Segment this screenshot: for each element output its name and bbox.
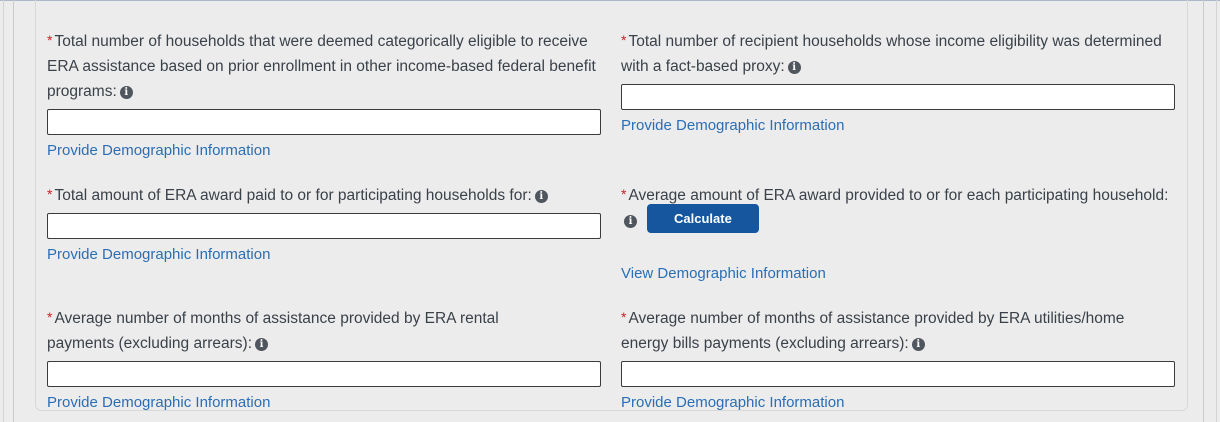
categorically-eligible-input[interactable]	[47, 109, 601, 135]
calculate-button[interactable]: Calculate	[647, 204, 759, 234]
info-icon[interactable]: i	[911, 338, 925, 352]
provide-demographic-link[interactable]: Provide Demographic Information	[47, 246, 271, 263]
field-months-utilities: * Average number of months of assistance …	[621, 305, 1175, 412]
form-grid: * Total number of households that were de…	[47, 28, 1175, 412]
page-top-divider	[0, 0, 1220, 1]
months-utilities-input[interactable]	[621, 361, 1175, 388]
provide-demographic-link[interactable]: Provide Demographic Information	[47, 142, 271, 159]
info-icon[interactable]: i	[624, 215, 637, 228]
field-label-text: Average number of months of assistance p…	[47, 310, 499, 353]
field-months-rental: * Average number of months of assistance …	[47, 305, 601, 412]
field-label-text: Average number of months of assistance p…	[621, 310, 1125, 353]
total-era-award-input[interactable]	[47, 213, 601, 239]
info-icon[interactable]: i	[787, 61, 801, 74]
provide-demographic-link[interactable]: Provide Demographic Information	[621, 117, 845, 134]
field-label-text: Total number of recipient households who…	[621, 33, 1162, 75]
field-label-text: Average amount of ERA award provided to …	[628, 187, 1169, 204]
field-average-era-award: * Average amount of ERA award provided to…	[621, 182, 1175, 283]
field-fact-based-proxy: * Total number of recipient households wh…	[621, 28, 1175, 135]
inner-right-border	[1203, 0, 1204, 422]
field-label-text: Total number of households that were dee…	[47, 33, 596, 100]
inner-left-border	[13, 0, 14, 422]
field-label: * Average number of months of assistance …	[621, 305, 1175, 356]
required-asterisk: *	[621, 309, 627, 326]
required-asterisk: *	[621, 32, 627, 48]
required-asterisk: *	[621, 186, 627, 202]
field-label-text: Total amount of ERA award paid to or for…	[54, 187, 532, 204]
outer-right-border	[1216, 0, 1217, 422]
info-icon[interactable]: i	[255, 338, 269, 352]
required-asterisk: *	[47, 186, 53, 202]
field-label: * Average amount of ERA award provided to…	[621, 182, 1175, 234]
field-total-era-award: * Total amount of ERA award paid to or fo…	[47, 182, 601, 264]
field-label: * Average number of months of assistance …	[47, 305, 525, 356]
months-rental-input[interactable]	[47, 361, 601, 388]
fact-based-proxy-input[interactable]	[621, 84, 1175, 110]
view-demographic-link[interactable]: View Demographic Information	[621, 265, 826, 283]
required-asterisk: *	[47, 309, 53, 326]
outer-left-border	[3, 0, 4, 422]
era-form-panel: * Total number of households that were de…	[35, 0, 1188, 411]
field-label: * Total number of households that were de…	[47, 28, 601, 104]
required-asterisk: *	[47, 32, 53, 48]
info-icon[interactable]: i	[119, 86, 133, 99]
field-categorically-eligible: * Total number of households that were de…	[47, 28, 601, 160]
provide-demographic-link[interactable]: Provide Demographic Information	[47, 394, 271, 412]
info-icon[interactable]: i	[534, 190, 548, 203]
field-label: * Total amount of ERA award paid to or fo…	[47, 182, 601, 208]
field-label: * Total number of recipient households wh…	[621, 28, 1175, 79]
provide-demographic-link[interactable]: Provide Demographic Information	[621, 394, 845, 412]
